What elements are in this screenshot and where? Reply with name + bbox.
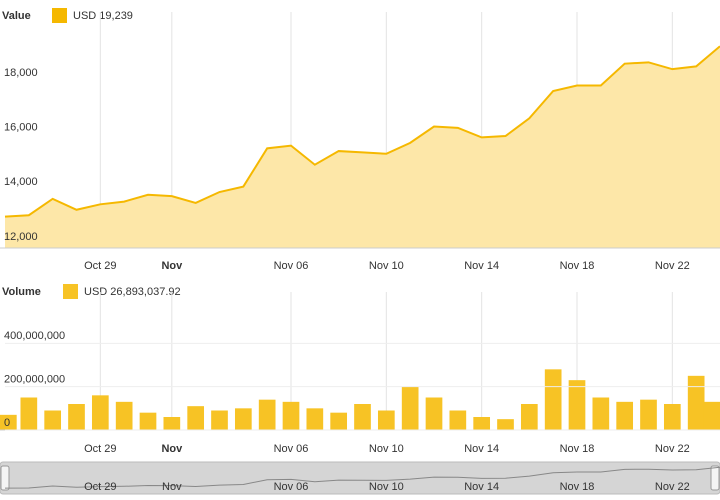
volume-bar <box>306 408 324 430</box>
volume-bar <box>187 406 205 430</box>
x-tick-label: Nov 18 <box>560 260 595 272</box>
volume-bar <box>377 410 395 430</box>
x-tick-label: Oct 29 <box>84 443 116 455</box>
navigator-handle[interactable] <box>0 465 10 491</box>
x-tick-label: Nov 06 <box>274 260 309 272</box>
x-tick-label: Oct 29 <box>84 260 116 272</box>
volume-bar <box>211 410 228 430</box>
legend-swatch <box>52 8 67 23</box>
x-tick-label: Nov 10 <box>369 443 404 455</box>
x-tick-label: Nov 14 <box>464 260 499 272</box>
y-tick-label: 18,000 <box>4 67 38 79</box>
y-tick-label: 14,000 <box>4 176 38 188</box>
volume-bar <box>687 375 705 430</box>
y-tick-label: 12,000 <box>4 231 38 243</box>
volume-bar <box>425 397 443 430</box>
x-tick-label: Nov 18 <box>560 443 595 455</box>
volume-bar <box>401 386 419 430</box>
y-tick-label: 200,000,000 <box>4 374 65 386</box>
volume-bar <box>68 404 85 430</box>
x-tick-label: Nov <box>161 443 183 455</box>
volume-bar <box>449 410 467 430</box>
legend-value: USD 26,893,037.92 <box>84 286 181 298</box>
volume-bar <box>163 417 181 430</box>
legend-label: Volume <box>2 286 41 298</box>
x-tick-label: Nov 22 <box>655 443 690 455</box>
navigator-label: Nov 10 <box>369 481 404 493</box>
price-line <box>4 45 720 218</box>
legend-label: Value <box>2 10 31 22</box>
x-tick-label: Nov 06 <box>274 443 309 455</box>
volume-bar <box>115 401 133 430</box>
volume-bar <box>703 401 720 430</box>
volume-bar <box>354 404 371 430</box>
volume-bar <box>592 397 610 430</box>
volume-bar <box>544 369 562 430</box>
volume-bar <box>282 401 300 430</box>
x-tick-label: Nov 10 <box>369 260 404 272</box>
volume-bar <box>0 414 17 430</box>
volume-bar <box>568 380 586 430</box>
volume-bar <box>330 412 348 430</box>
volume-bar <box>20 397 38 430</box>
x-tick-label: Nov <box>161 260 183 272</box>
volume-bar <box>520 404 538 430</box>
volume-bar <box>91 395 109 430</box>
volume-bar <box>258 399 276 430</box>
legend-swatch <box>63 284 78 299</box>
navigator-label: Nov <box>162 481 182 493</box>
volume-bar <box>616 401 634 430</box>
volume-bar <box>234 408 252 430</box>
navigator-label: Oct 29 <box>84 481 116 493</box>
x-tick-label: Nov 14 <box>464 443 499 455</box>
volume-bar <box>497 419 514 430</box>
navigator-label: Nov 18 <box>560 481 595 493</box>
volume-bar <box>640 399 657 430</box>
volume-bar <box>44 410 62 430</box>
navigator-handle[interactable] <box>710 465 720 491</box>
y-tick-label: 16,000 <box>4 122 38 134</box>
legend-value: USD 19,239 <box>73 10 133 22</box>
x-tick-label: Nov 22 <box>655 260 690 272</box>
navigator-line <box>4 466 720 489</box>
navigator-label: Nov 22 <box>655 481 690 493</box>
volume-bar <box>663 404 681 430</box>
navigator-label: Nov 06 <box>274 481 309 493</box>
volume-bar <box>473 417 491 430</box>
navigator-label: Nov 14 <box>464 481 499 493</box>
y-tick-label: 400,000,000 <box>4 330 65 342</box>
volume-bar <box>139 412 157 430</box>
y-tick-label: 0 <box>4 417 10 429</box>
area-fill <box>5 46 720 248</box>
